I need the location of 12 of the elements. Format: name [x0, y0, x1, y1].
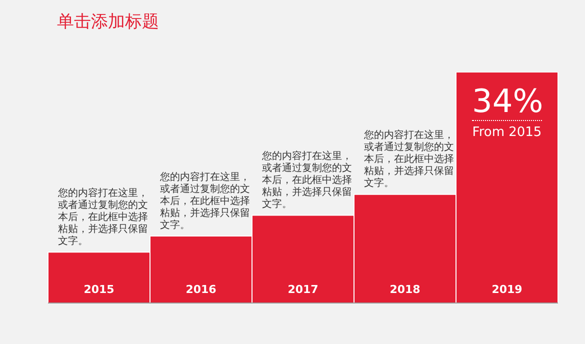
x-tick-label: 2015 — [84, 283, 114, 296]
annotation: 您的内容打在这里，或者通过复制您的文本后，在此框中选择粘贴，并选择只保留文字。 — [262, 150, 353, 211]
chart-title: 单击添加标题 — [57, 11, 159, 33]
x-tick-label: 2018 — [390, 283, 420, 296]
x-tick-label: 2019 — [492, 283, 522, 296]
annotation: 您的内容打在这里，或者通过复制您的文本后，在此框中选择粘贴，并选择只保留文字。 — [58, 188, 149, 248]
annotation: 34% — [472, 82, 544, 121]
x-tick-label: 2016 — [186, 283, 217, 296]
annotation: 您的内容打在这里，或者通过复制您的文本后，在此框中选择粘贴，并选择只保留文字。 — [160, 172, 251, 232]
annotation: From 2015 — [471, 124, 543, 142]
annotation: 您的内容打在这里，或者通过复制您的文本后，在此框中选择粘贴，并选择只保留文字。 — [364, 130, 455, 190]
x-tick-label: 2017 — [288, 283, 318, 296]
